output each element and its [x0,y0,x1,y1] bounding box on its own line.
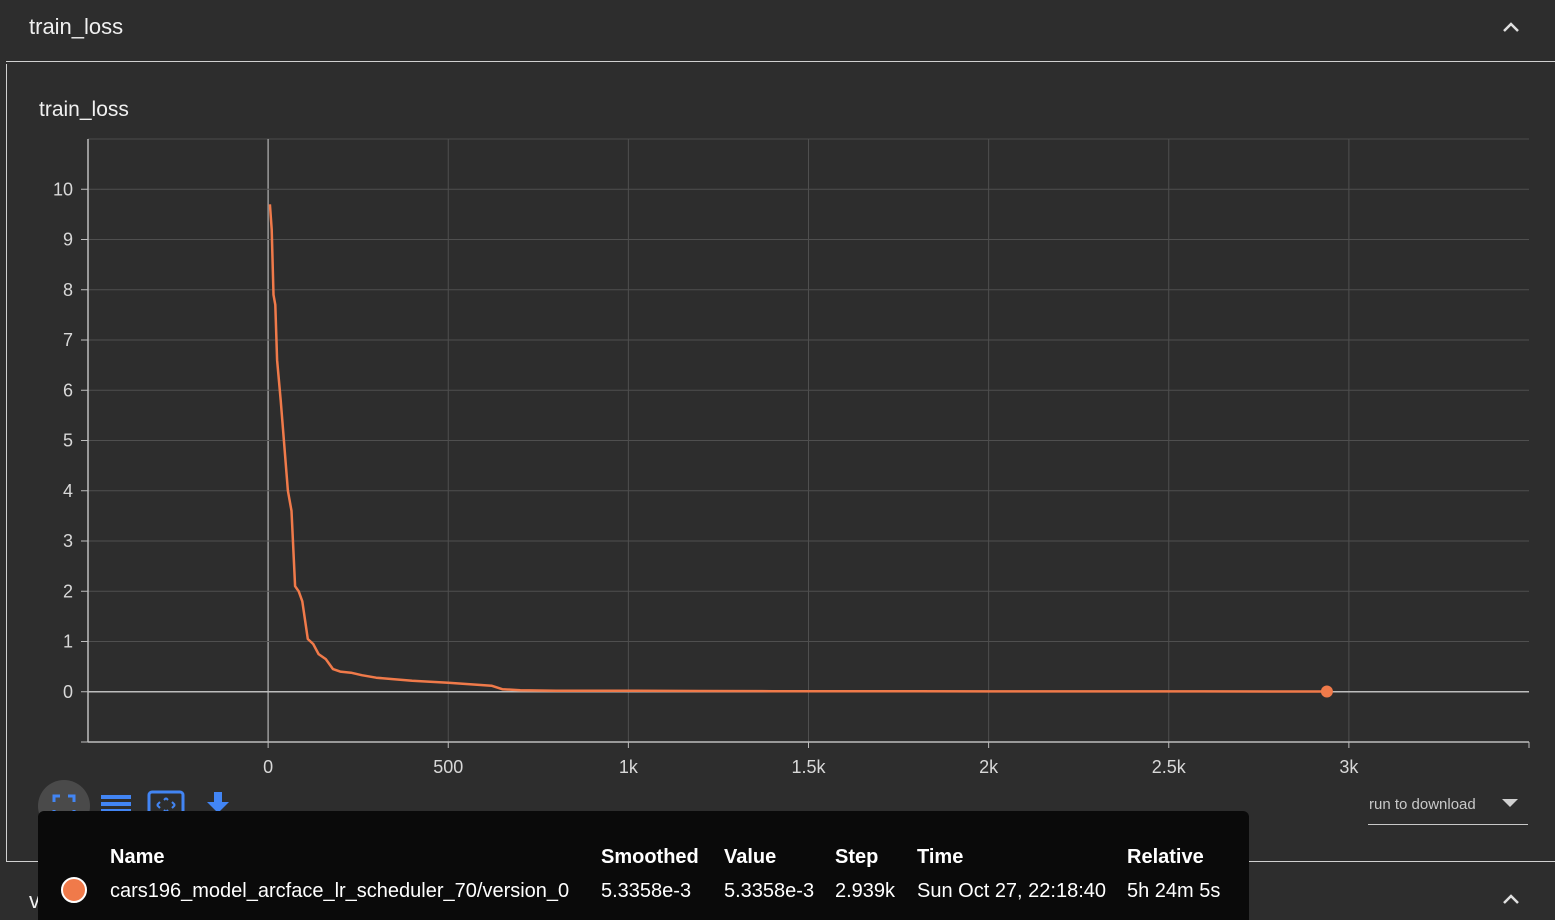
y-tick-label: 4 [63,481,73,501]
tooltip-smoothed-value: 5.3358e-3 [601,880,692,902]
y-tick-label: 8 [63,280,73,300]
tooltip-relative: 5h 24m 5s [1127,880,1221,902]
x-tick-label: 1.5k [791,757,826,777]
chart-title: train_loss [39,98,129,121]
section-header[interactable]: train_loss [6,0,1555,62]
chevron-down-icon [1502,799,1518,807]
tooltip-step: 2.939k [835,880,896,902]
y-tick-label: 3 [63,531,73,551]
y-tick-label: 6 [63,380,73,400]
x-tick-label: 2.5k [1152,757,1187,777]
data-tooltip: Name Smoothed Value Step Time Relative c… [38,811,1249,920]
run-to-download-select[interactable]: run to download [1368,790,1528,825]
chevron-up-icon[interactable] [1499,888,1523,912]
tooltip-header-relative: Relative [1127,846,1204,868]
series-color-swatch [61,877,87,903]
tooltip-header-time: Time [917,846,964,868]
tooltip-run-name: cars196_model_arcface_lr_scheduler_70/ve… [110,880,570,902]
tooltip-time: Sun Oct 27, 22:18:40 [917,880,1107,902]
chart-card: train_loss [6,64,1555,862]
series-line [268,204,1327,693]
y-tick-label: 1 [63,632,73,652]
line-chart[interactable]: 0 500 1k 1.5k 2k 2.5k 3k 0 1 2 3 4 5 6 7 8 9 10 [0,0,1555,790]
tooltip-value: 5.3358e-3 [724,880,815,902]
y-tick-label: 5 [63,431,73,451]
chevron-up-icon[interactable] [1499,16,1523,40]
y-tick-label: 2 [63,581,73,601]
x-tick-label: 500 [433,757,463,777]
y-tick-label: 0 [63,682,73,702]
x-tick-label: 0 [263,757,273,777]
y-tick-label: 7 [63,330,73,350]
x-tick-label: 1k [619,757,639,777]
y-tick-label: 10 [53,179,73,199]
x-tick-label: 2k [979,757,999,777]
run-select-label: run to download [1369,796,1476,813]
tooltip-header-value: Value [724,846,777,868]
highlight-point [1320,685,1333,698]
x-tick-label: 3k [1339,757,1359,777]
tooltip-header-smoothed: Smoothed [601,846,699,868]
tooltip-header-name: Name [110,846,165,868]
section-title: train_loss [29,14,124,39]
tooltip-header-step: Step [835,846,879,868]
fullscreen-icon [52,794,76,818]
y-tick-label: 9 [63,230,73,250]
